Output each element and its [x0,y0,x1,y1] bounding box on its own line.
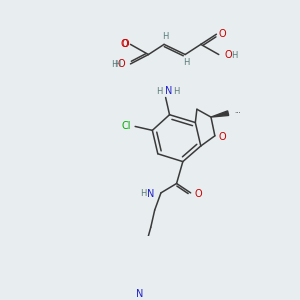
Text: N: N [165,86,172,96]
Text: O: O [195,189,202,200]
Text: N: N [136,290,143,299]
Text: O: O [121,39,129,49]
Text: H: H [231,51,238,60]
Text: H: H [183,58,189,67]
Polygon shape [211,111,229,117]
Text: O: O [117,59,125,69]
Text: O: O [219,29,226,39]
Text: O: O [219,132,226,142]
Text: H: H [162,32,168,41]
Text: N: N [147,189,154,200]
Text: Cl: Cl [121,121,130,131]
Text: H: H [114,60,120,69]
Text: O: O [224,50,232,59]
Text: H: H [173,87,180,96]
Text: H: H [156,87,163,96]
Text: ···: ··· [234,110,241,116]
Text: H: H [111,60,117,69]
Text: O: O [120,39,128,50]
Text: H: H [141,189,147,198]
